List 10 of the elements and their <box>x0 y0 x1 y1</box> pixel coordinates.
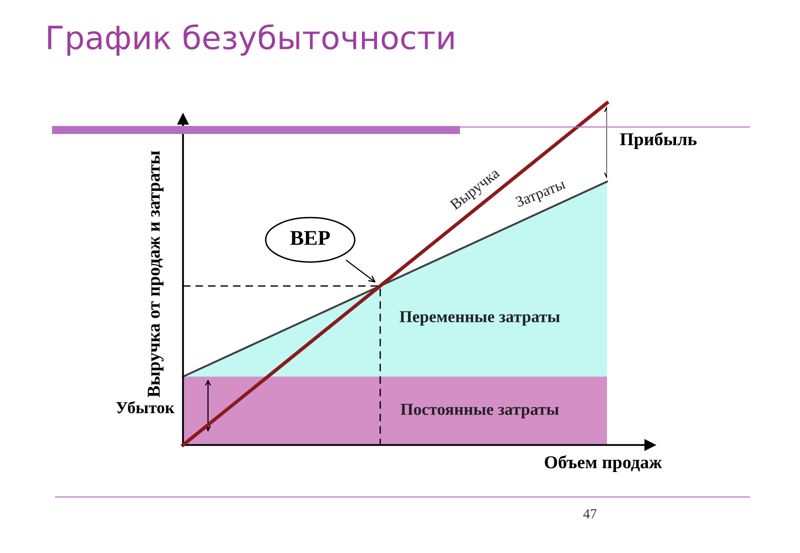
series-label: Переменные затраты <box>400 311 560 326</box>
text: Убыток <box>116 401 174 414</box>
annotation: Затраты <box>515 178 568 210</box>
text: Прибыль <box>620 132 697 150</box>
series-label: Постоянные затраты <box>400 404 559 418</box>
chart-title: График безубыточности <box>48 24 454 56</box>
x-axis-title: Объем продаж <box>544 455 662 472</box>
text: 47 <box>583 509 597 518</box>
annotation: BEP <box>290 231 330 245</box>
y-axis-title: Выручка от продаж и затраты <box>148 150 164 398</box>
